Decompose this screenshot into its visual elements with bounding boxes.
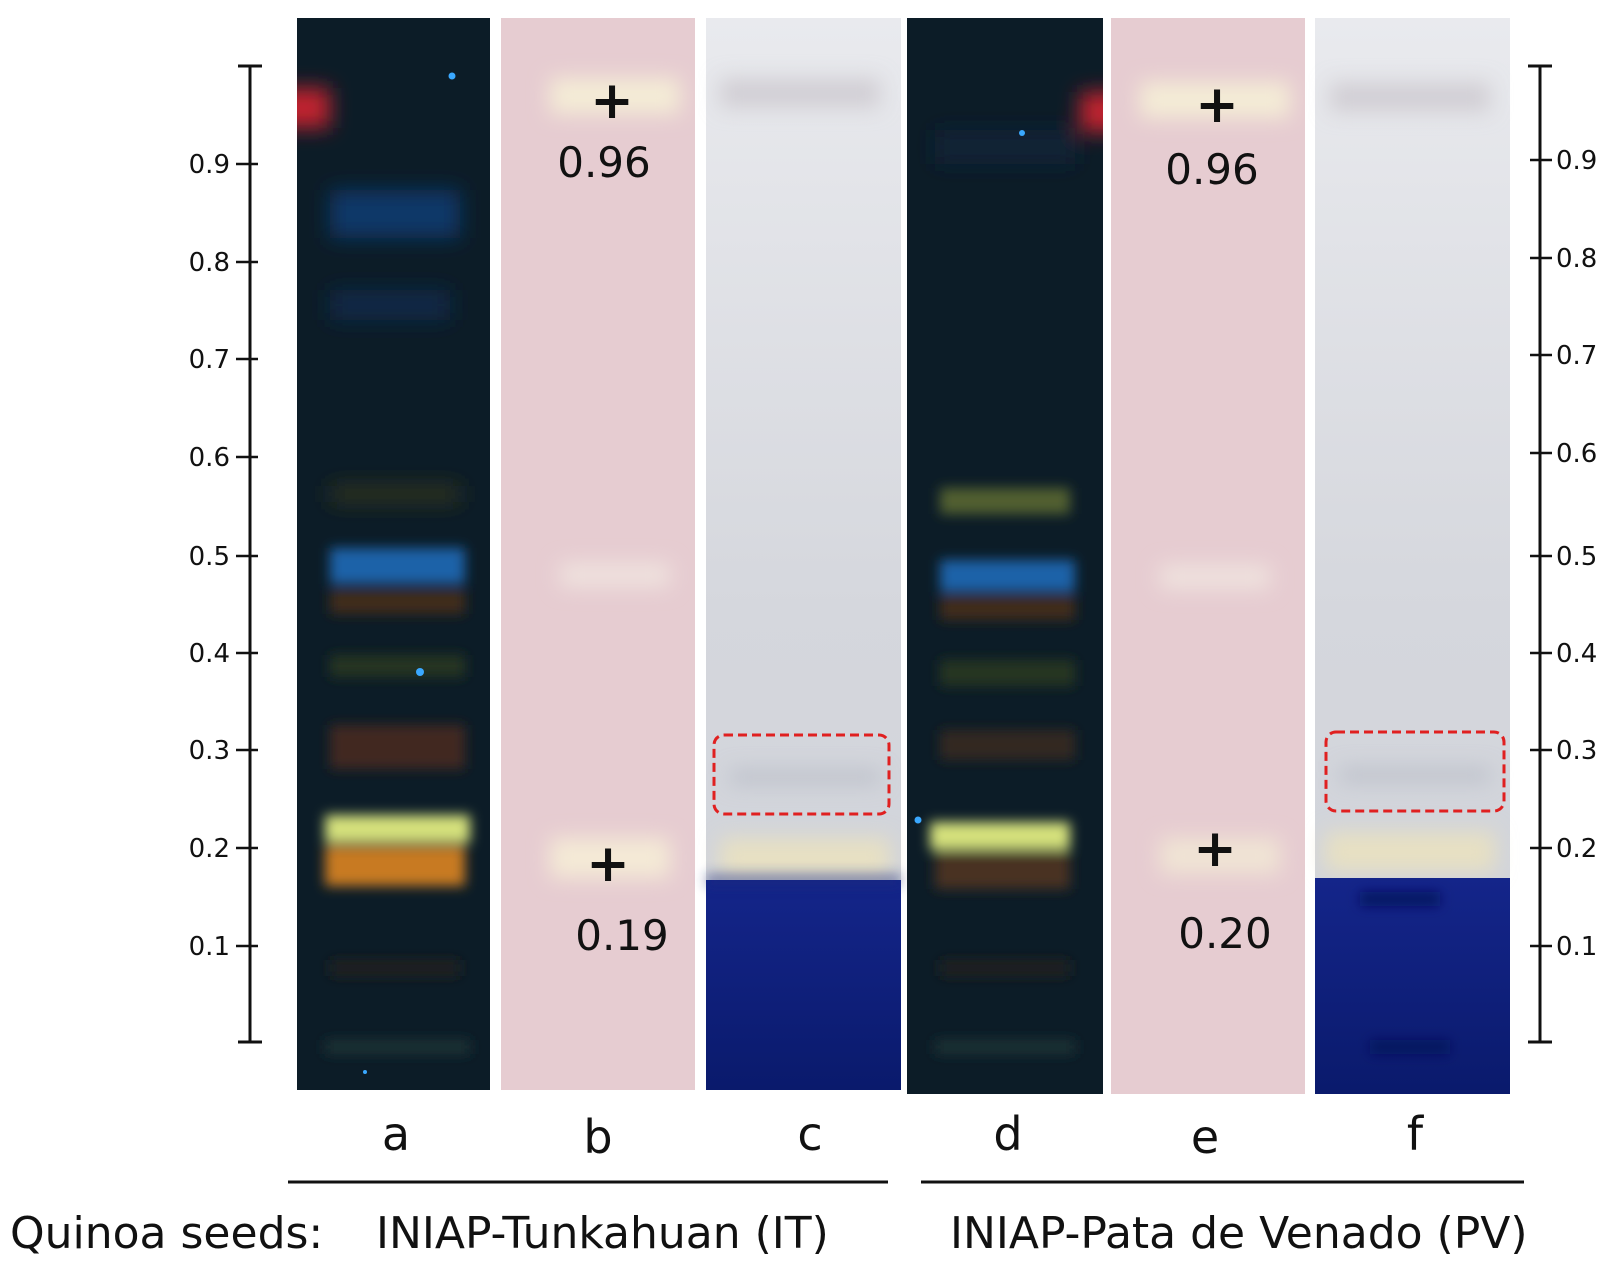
left-tick-label: 0.8 [189, 248, 230, 278]
right-tick-label: 0.5 [1556, 542, 1597, 572]
lane-e-spray-plate [1111, 18, 1305, 1094]
right-tick-label: 0.1 [1556, 932, 1597, 962]
left-tick-label: 0.7 [189, 345, 230, 375]
lane-e-top-plus: + [1195, 75, 1239, 135]
lane-label-f: f [1407, 1107, 1425, 1161]
lane-b-spray-plate [501, 18, 695, 1090]
lane-f-inhibition-zone [1315, 878, 1510, 1094]
left-tick-label: 0.6 [189, 443, 230, 473]
lane-f-highlight-box [1324, 730, 1506, 813]
left-tick-label: 0.3 [189, 736, 230, 766]
left-scale-ticks [236, 162, 258, 948]
caption-prefix: Quinoa seeds: [10, 1208, 323, 1259]
right-scale-ticks [1530, 158, 1552, 948]
left-tick-label: 0.4 [189, 639, 230, 669]
lane-b-top-rf: 0.96 [557, 138, 651, 187]
lane-c-highlight-box [712, 733, 891, 816]
right-rf-scale: 0.9 0.8 0.7 0.6 0.5 0.4 0.3 0.2 0.1 [1528, 64, 1597, 1044]
lane-d-uv-plate [907, 18, 1103, 1094]
right-tick-label: 0.4 [1556, 639, 1597, 669]
right-tick-label: 0.3 [1556, 736, 1597, 766]
lane-label-d: d [993, 1107, 1022, 1161]
left-tick-label: 0.5 [189, 542, 230, 572]
lane-label-e: e [1191, 1110, 1219, 1164]
lane-c-bioautography-plate [706, 18, 901, 1090]
right-tick-label: 0.8 [1556, 244, 1597, 274]
lane-c-inhibition-zone [706, 880, 901, 1090]
right-tick-label: 0.6 [1556, 439, 1597, 469]
lane-label-c: c [797, 1107, 822, 1161]
left-rf-scale: 0.9 0.8 0.7 0.6 0.5 0.4 0.3 0.2 0.1 [189, 64, 262, 1044]
lane-b-bottom-plus: + [586, 834, 630, 894]
right-tick-label: 0.9 [1556, 146, 1597, 176]
lane-b-bottom-rf: 0.19 [575, 911, 669, 960]
lane-b-top-plus: + [590, 71, 634, 131]
lane-f-bioautography-plate [1315, 18, 1510, 1094]
lane-a-uv-plate [297, 18, 490, 1090]
lane-e-bottom-plus: + [1193, 819, 1237, 879]
lane-e-bottom-rf: 0.20 [1178, 909, 1272, 958]
lane-label-b: b [583, 1110, 612, 1164]
right-tick-label: 0.2 [1556, 834, 1597, 864]
lane-label-a: a [382, 1107, 410, 1161]
caption-group-it: INIAP-Tunkahuan (IT) [376, 1208, 829, 1259]
lane-e-top-rf: 0.96 [1165, 145, 1259, 194]
right-tick-label: 0.7 [1556, 341, 1597, 371]
left-tick-label: 0.1 [189, 932, 230, 962]
caption-group-pv: INIAP-Pata de Venado (PV) [950, 1208, 1528, 1259]
left-tick-label: 0.9 [189, 150, 230, 180]
left-tick-label: 0.2 [189, 834, 230, 864]
